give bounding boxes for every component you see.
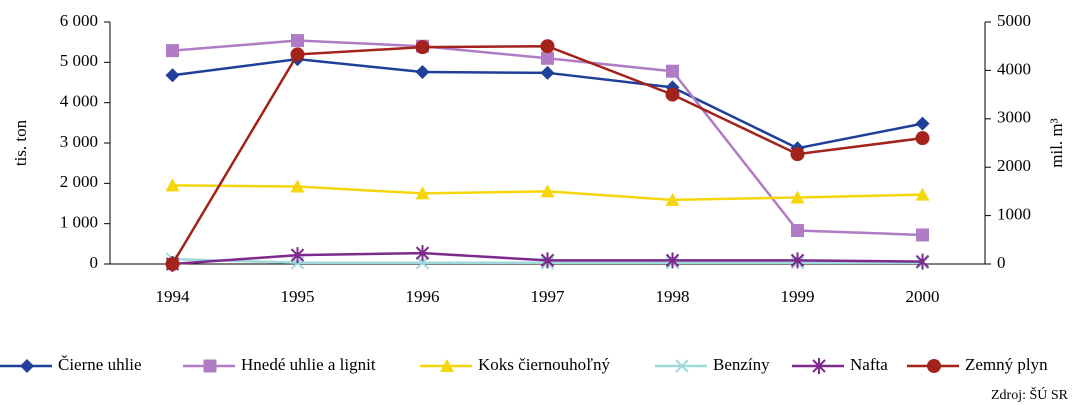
legend-label: Hnedé uhlie a lignit [241, 355, 376, 374]
marker [290, 247, 305, 264]
marker [915, 253, 930, 270]
marker [415, 65, 430, 80]
y-tick-label: 2 000 [60, 172, 98, 191]
marker [927, 359, 941, 373]
legend-label: Nafta [850, 355, 888, 374]
marker [812, 358, 826, 374]
legend-label: Koks čiernouhoľný [478, 355, 611, 374]
y-tick-label: 0 [90, 253, 99, 272]
marker [415, 40, 430, 55]
marker [165, 178, 180, 192]
x-tick-label: 1997 [531, 287, 566, 306]
marker [290, 47, 305, 62]
marker [541, 51, 554, 65]
marker [790, 190, 805, 204]
marker [915, 187, 930, 201]
marker [540, 65, 555, 80]
source: Zdroj: ŠÚ SR [991, 386, 1069, 403]
marker [665, 192, 680, 206]
x-tick-label: 1998 [656, 287, 690, 306]
y2-tick-label: 3000 [997, 108, 1031, 127]
x-tick-label: 1995 [281, 287, 315, 306]
marker [415, 256, 430, 270]
legend-label: Zemný plyn [965, 355, 1048, 374]
y-tick-label: 1 000 [60, 213, 98, 232]
y-tick-label: 5 000 [60, 51, 98, 70]
x-tick-label: 2000 [906, 287, 940, 306]
y2-tick-label: 0 [997, 253, 1006, 272]
legend-label: Benzíny [713, 355, 770, 374]
marker [666, 64, 679, 78]
y-tick-label: 3 000 [60, 132, 98, 151]
marker [665, 252, 680, 269]
marker [675, 359, 689, 373]
y-tick-label: 6 000 [60, 11, 98, 30]
y2-tick-label: 2000 [997, 156, 1031, 175]
x-tick-label: 1994 [156, 287, 191, 306]
legend-label: Čierne uhlie [58, 355, 142, 374]
marker [665, 87, 680, 102]
marker [415, 186, 430, 200]
marker [916, 228, 929, 242]
marker [440, 359, 454, 372]
y2-tick-label: 5000 [997, 11, 1031, 30]
y2-tick-label: 1000 [997, 205, 1031, 224]
marker [540, 184, 555, 198]
marker [790, 252, 805, 269]
marker [540, 39, 555, 54]
marker [20, 359, 34, 373]
x-tick-label: 1999 [781, 287, 815, 306]
marker [791, 224, 804, 238]
marker [290, 179, 305, 193]
marker [165, 257, 180, 271]
marker [291, 34, 304, 48]
marker [790, 147, 805, 162]
y-tick-label: 4 000 [60, 92, 98, 111]
marker [915, 131, 930, 146]
marker [415, 245, 430, 262]
marker [540, 252, 555, 269]
marker [915, 116, 930, 131]
marker [166, 44, 179, 58]
x-tick-label: 1996 [406, 287, 440, 306]
y2-tick-label: 4000 [997, 59, 1031, 78]
marker [165, 68, 180, 83]
marker [203, 359, 217, 373]
y2-label: mil. m³ [1047, 118, 1066, 168]
y-label: tis. ton [11, 119, 30, 166]
